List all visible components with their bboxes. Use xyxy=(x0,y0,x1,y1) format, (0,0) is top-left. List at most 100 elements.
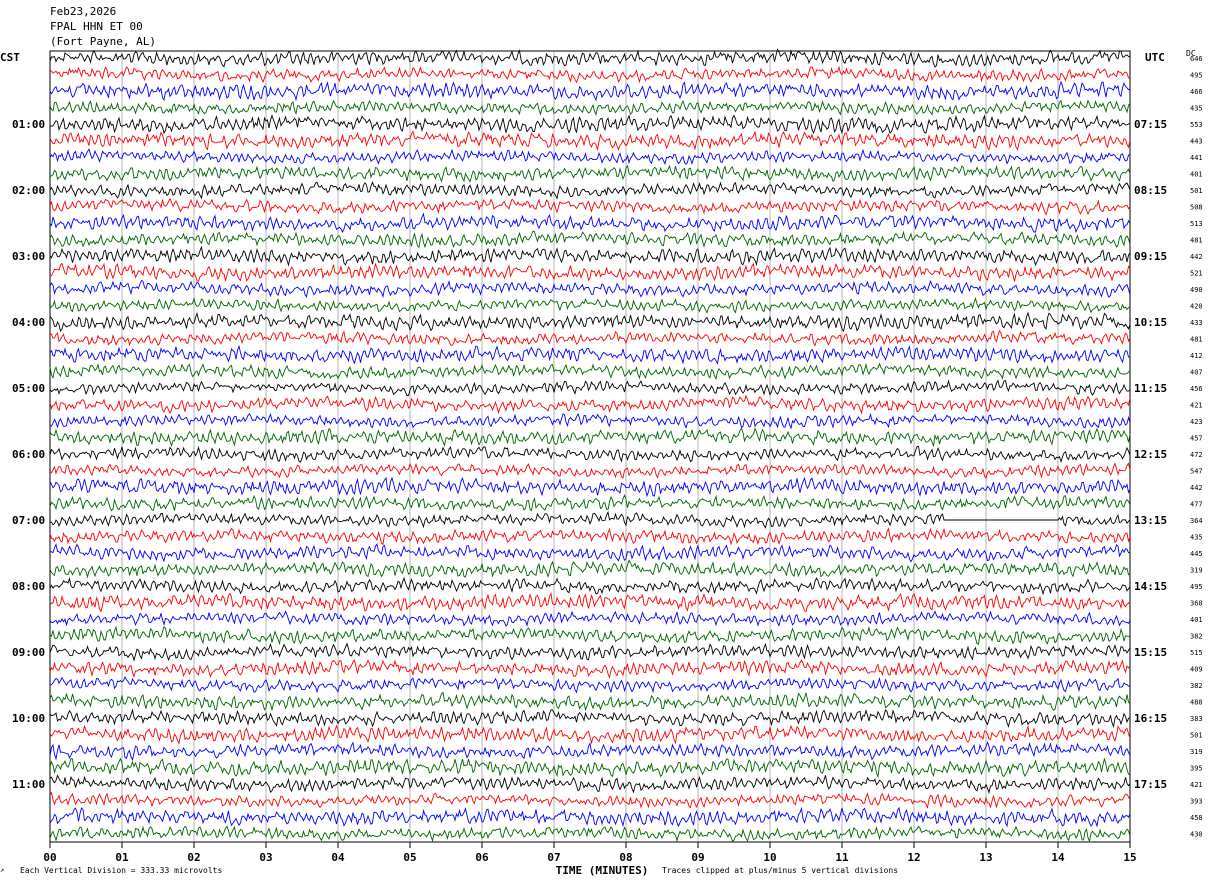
left-hour-label: 04:00 xyxy=(12,316,45,329)
seismic-trace xyxy=(49,625,1131,646)
left-hour-label: 06:00 xyxy=(12,448,45,461)
station-location: (Fort Payne, AL) xyxy=(50,35,156,48)
right-hour-label: 14:15 xyxy=(1134,580,1167,593)
seismic-trace xyxy=(49,130,1131,152)
seismic-trace xyxy=(49,48,1131,68)
scale-note: Each Vertical Division = 333.33 microvol… xyxy=(20,866,223,875)
dc-value: 458 xyxy=(1190,814,1203,822)
seismic-trace xyxy=(49,245,1131,267)
right-hour-label: 13:15 xyxy=(1134,514,1167,527)
dc-value: 477 xyxy=(1190,501,1203,509)
seismic-trace xyxy=(49,691,1131,712)
dc-value: 495 xyxy=(1190,583,1203,591)
seismic-trace xyxy=(49,757,1131,779)
x-tick-label: 14 xyxy=(1051,851,1065,864)
dc-value: 441 xyxy=(1190,154,1203,162)
x-axis-title: TIME (MINUTES) xyxy=(556,864,649,877)
dc-value: 501 xyxy=(1190,187,1203,195)
x-tick-label: 15 xyxy=(1123,851,1136,864)
dc-value: 368 xyxy=(1190,600,1203,608)
seismic-trace xyxy=(49,724,1131,745)
dc-value: 501 xyxy=(1190,732,1203,740)
dc-value: 472 xyxy=(1190,451,1203,459)
dc-value: 457 xyxy=(1190,435,1203,443)
seismic-trace xyxy=(49,296,1131,314)
dc-value: 515 xyxy=(1190,649,1203,657)
dc-value: 466 xyxy=(1190,88,1203,96)
seismic-trace xyxy=(49,791,1131,809)
dc-value: 442 xyxy=(1190,253,1203,261)
x-tick-label: 03 xyxy=(259,851,272,864)
seismic-trace xyxy=(49,99,1131,117)
dc-value: 481 xyxy=(1190,237,1203,245)
seismic-trace xyxy=(50,511,1131,529)
x-tick-label: 00 xyxy=(43,851,56,864)
x-tick-label: 05 xyxy=(403,851,416,864)
right-timezone-label: UTC xyxy=(1145,51,1165,64)
dc-value: 319 xyxy=(1190,567,1203,575)
seismic-trace xyxy=(50,412,1131,430)
seismic-trace xyxy=(49,427,1131,448)
x-tick-label: 09 xyxy=(691,851,704,864)
dc-header-label: DC xyxy=(1186,49,1196,58)
seismic-trace xyxy=(49,212,1131,234)
dc-value: 442 xyxy=(1190,484,1203,492)
dc-value: 646 xyxy=(1190,55,1203,63)
seismic-trace xyxy=(49,675,1131,694)
dc-value: 409 xyxy=(1190,666,1203,674)
seismic-trace xyxy=(49,659,1131,679)
seismic-trace xyxy=(49,774,1131,795)
dc-value: 521 xyxy=(1190,270,1203,278)
dc-value: 435 xyxy=(1190,105,1203,113)
footer-mark: ↗ xyxy=(0,866,5,874)
dc-value: 430 xyxy=(1190,831,1203,839)
left-hour-label: 05:00 xyxy=(12,382,45,395)
seismic-trace xyxy=(49,181,1131,200)
right-hour-label: 08:15 xyxy=(1134,184,1167,197)
dc-value: 383 xyxy=(1190,715,1203,723)
left-hour-label: 02:00 xyxy=(12,184,45,197)
dc-value: 393 xyxy=(1190,798,1203,806)
dc-value: 547 xyxy=(1190,468,1203,476)
right-hour-label: 11:15 xyxy=(1134,382,1167,395)
seismic-trace xyxy=(49,311,1131,333)
dc-value: 382 xyxy=(1190,682,1203,690)
x-tick-label: 01 xyxy=(115,851,129,864)
x-tick-label: 12 xyxy=(907,851,920,864)
seismic-trace xyxy=(49,576,1131,596)
seismic-trace xyxy=(49,591,1131,613)
left-hour-label: 10:00 xyxy=(12,712,45,725)
right-hour-label: 15:15 xyxy=(1134,646,1167,659)
right-hour-label: 12:15 xyxy=(1134,448,1167,461)
x-tick-label: 11 xyxy=(835,851,849,864)
left-hour-label: 03:00 xyxy=(12,250,45,263)
seismic-trace xyxy=(49,114,1131,135)
dc-value: 395 xyxy=(1190,765,1203,773)
seismic-trace xyxy=(49,806,1131,828)
seismic-trace xyxy=(49,476,1131,498)
clip-note: Traces clipped at plus/minus 5 vertical … xyxy=(662,866,899,875)
dc-value: 435 xyxy=(1190,534,1203,542)
seismic-trace xyxy=(49,148,1131,166)
seismic-trace xyxy=(49,642,1131,662)
dc-value: 423 xyxy=(1190,418,1203,426)
right-hour-label: 17:15 xyxy=(1134,778,1167,791)
dc-value: 319 xyxy=(1190,748,1203,756)
seismic-trace xyxy=(49,741,1131,761)
dc-value: 481 xyxy=(1190,336,1203,344)
seismic-trace xyxy=(49,279,1131,299)
plot-grid xyxy=(49,50,1131,848)
seismic-trace xyxy=(49,445,1131,464)
seismic-trace xyxy=(49,527,1131,546)
left-timezone-label: CST xyxy=(0,51,20,64)
right-hour-label: 10:15 xyxy=(1134,316,1167,329)
x-tick-label: 08 xyxy=(619,851,632,864)
x-tick-label: 06 xyxy=(475,851,489,864)
seismic-trace xyxy=(49,462,1131,480)
seismic-trace xyxy=(49,362,1131,381)
seismic-trace xyxy=(49,379,1131,397)
plot-frame xyxy=(49,50,1131,843)
right-hour-label: 09:15 xyxy=(1134,250,1167,263)
seismic-trace xyxy=(49,230,1131,249)
